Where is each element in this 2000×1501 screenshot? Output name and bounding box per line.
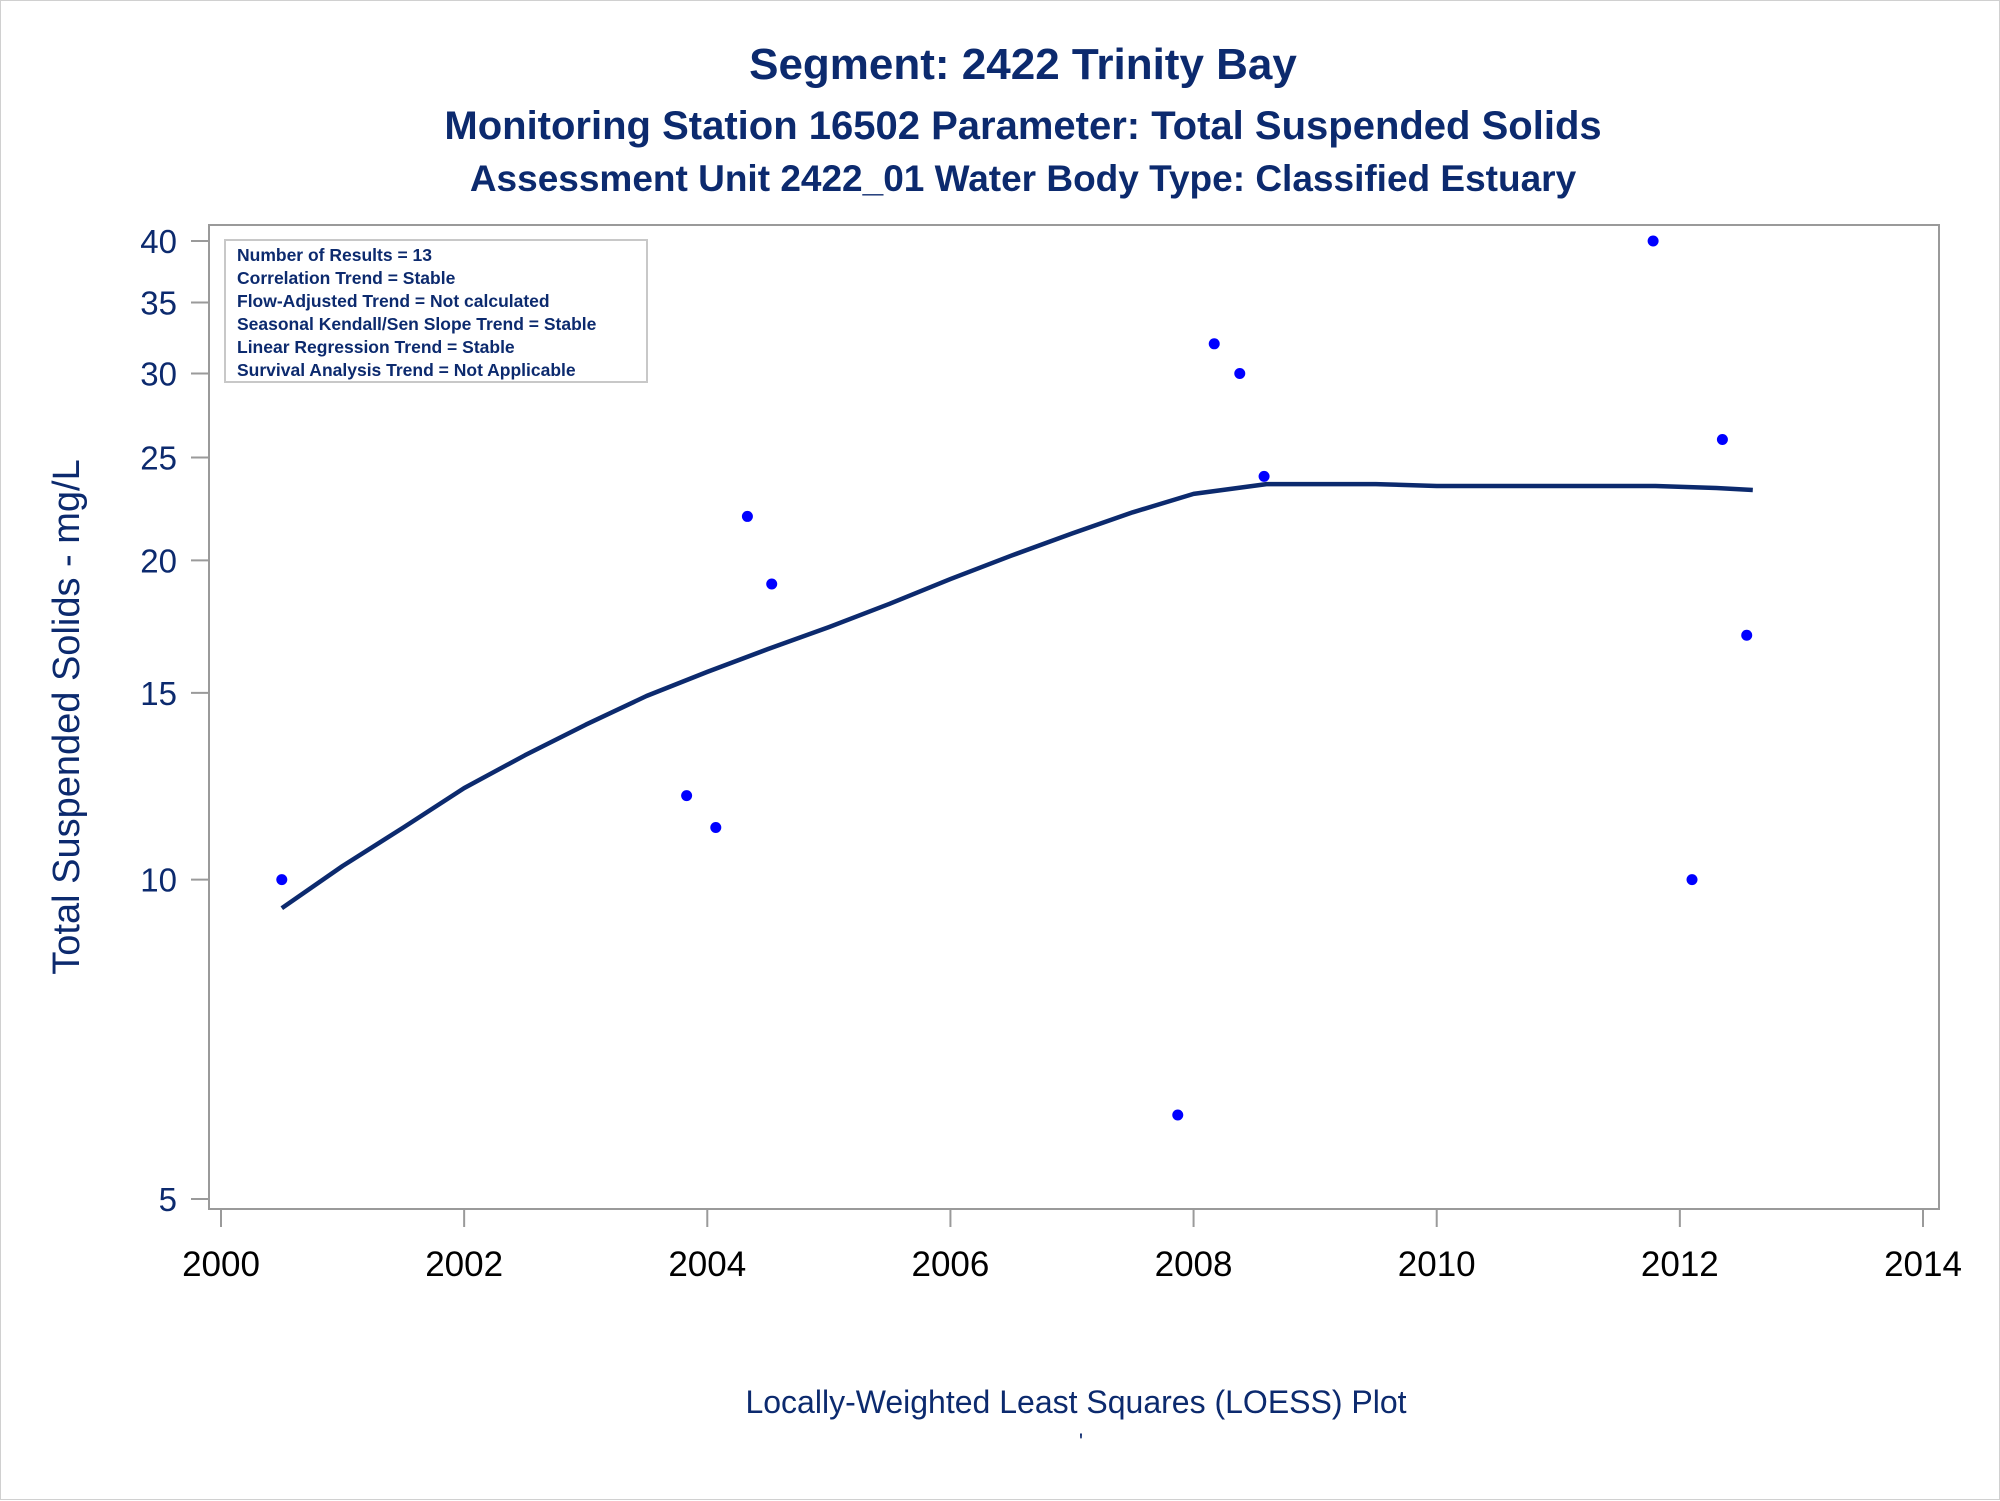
y-tick-label: 15: [140, 675, 177, 712]
data-point: [1234, 368, 1246, 380]
stats-line: Seasonal Kendall/Sen Slope Trend = Stabl…: [237, 314, 597, 334]
stats-box-border: [224, 239, 648, 383]
y-tick-label: 25: [140, 440, 177, 477]
x-tick-label: 2010: [1398, 1245, 1476, 1284]
stats-lines: Number of Results = 13 Correlation Trend …: [237, 245, 597, 380]
stats-line: Survival Analysis Trend = Not Applicable: [237, 360, 576, 380]
footnote-mark: ': [1079, 1429, 1083, 1454]
x-tick-label: 2006: [911, 1245, 989, 1284]
loess-line: [280, 481, 1753, 911]
x-tick-label: 2000: [182, 1245, 260, 1284]
stats-line: Correlation Trend = Stable: [237, 268, 456, 288]
data-point: [1258, 470, 1270, 482]
chart-title: Segment: 2422 Trinity Bay: [749, 40, 1297, 89]
x-tick-label: 2012: [1641, 1245, 1719, 1284]
y-tick-label: 5: [159, 1181, 177, 1218]
data-points: [276, 235, 1753, 1121]
chart-subtitle-2: Assessment Unit 2422_01 Water Body Type:…: [470, 158, 1577, 199]
chart-subtitle: Monitoring Station 16502 Parameter: Tota…: [444, 104, 1601, 148]
data-point: [1686, 874, 1698, 886]
data-point: [1172, 1109, 1184, 1121]
stats-line: Linear Regression Trend = Stable: [237, 337, 515, 357]
data-point: [1741, 629, 1753, 641]
stats-line: Flow-Adjusted Trend = Not calculated: [237, 291, 550, 311]
x-tick-label: 2008: [1155, 1245, 1233, 1284]
x-tick-label: 2002: [425, 1245, 503, 1284]
y-axis-label: Total Suspended Solids - mg/L: [46, 459, 88, 974]
x-axis-label: Locally-Weighted Least Squares (LOESS) P…: [745, 1384, 1406, 1420]
x-axis: 2000 2002 2004 2006 2008 2010 2012 2014: [182, 1208, 1962, 1284]
data-point: [1647, 235, 1659, 247]
data-point: [1208, 338, 1220, 350]
data-point: [681, 790, 693, 802]
y-tick-label: 35: [140, 285, 177, 322]
x-tick-label: 2004: [668, 1245, 746, 1284]
data-point: [710, 821, 722, 833]
y-axis: 5 10 15 20 25 30 35 40: [140, 223, 209, 1218]
x-tick-label: 2014: [1884, 1245, 1962, 1284]
data-point: [741, 510, 753, 522]
stats-line: Number of Results = 13: [237, 245, 432, 265]
y-tick-label: 30: [140, 356, 177, 393]
data-point: [276, 874, 288, 886]
y-tick-label: 10: [140, 862, 177, 899]
y-tick-label: 40: [140, 223, 177, 260]
data-point: [1716, 433, 1728, 445]
data-point: [766, 578, 778, 590]
y-tick-label: 20: [140, 542, 177, 579]
stats-box: Number of Results = 13 Correlation Trend …: [224, 239, 648, 383]
